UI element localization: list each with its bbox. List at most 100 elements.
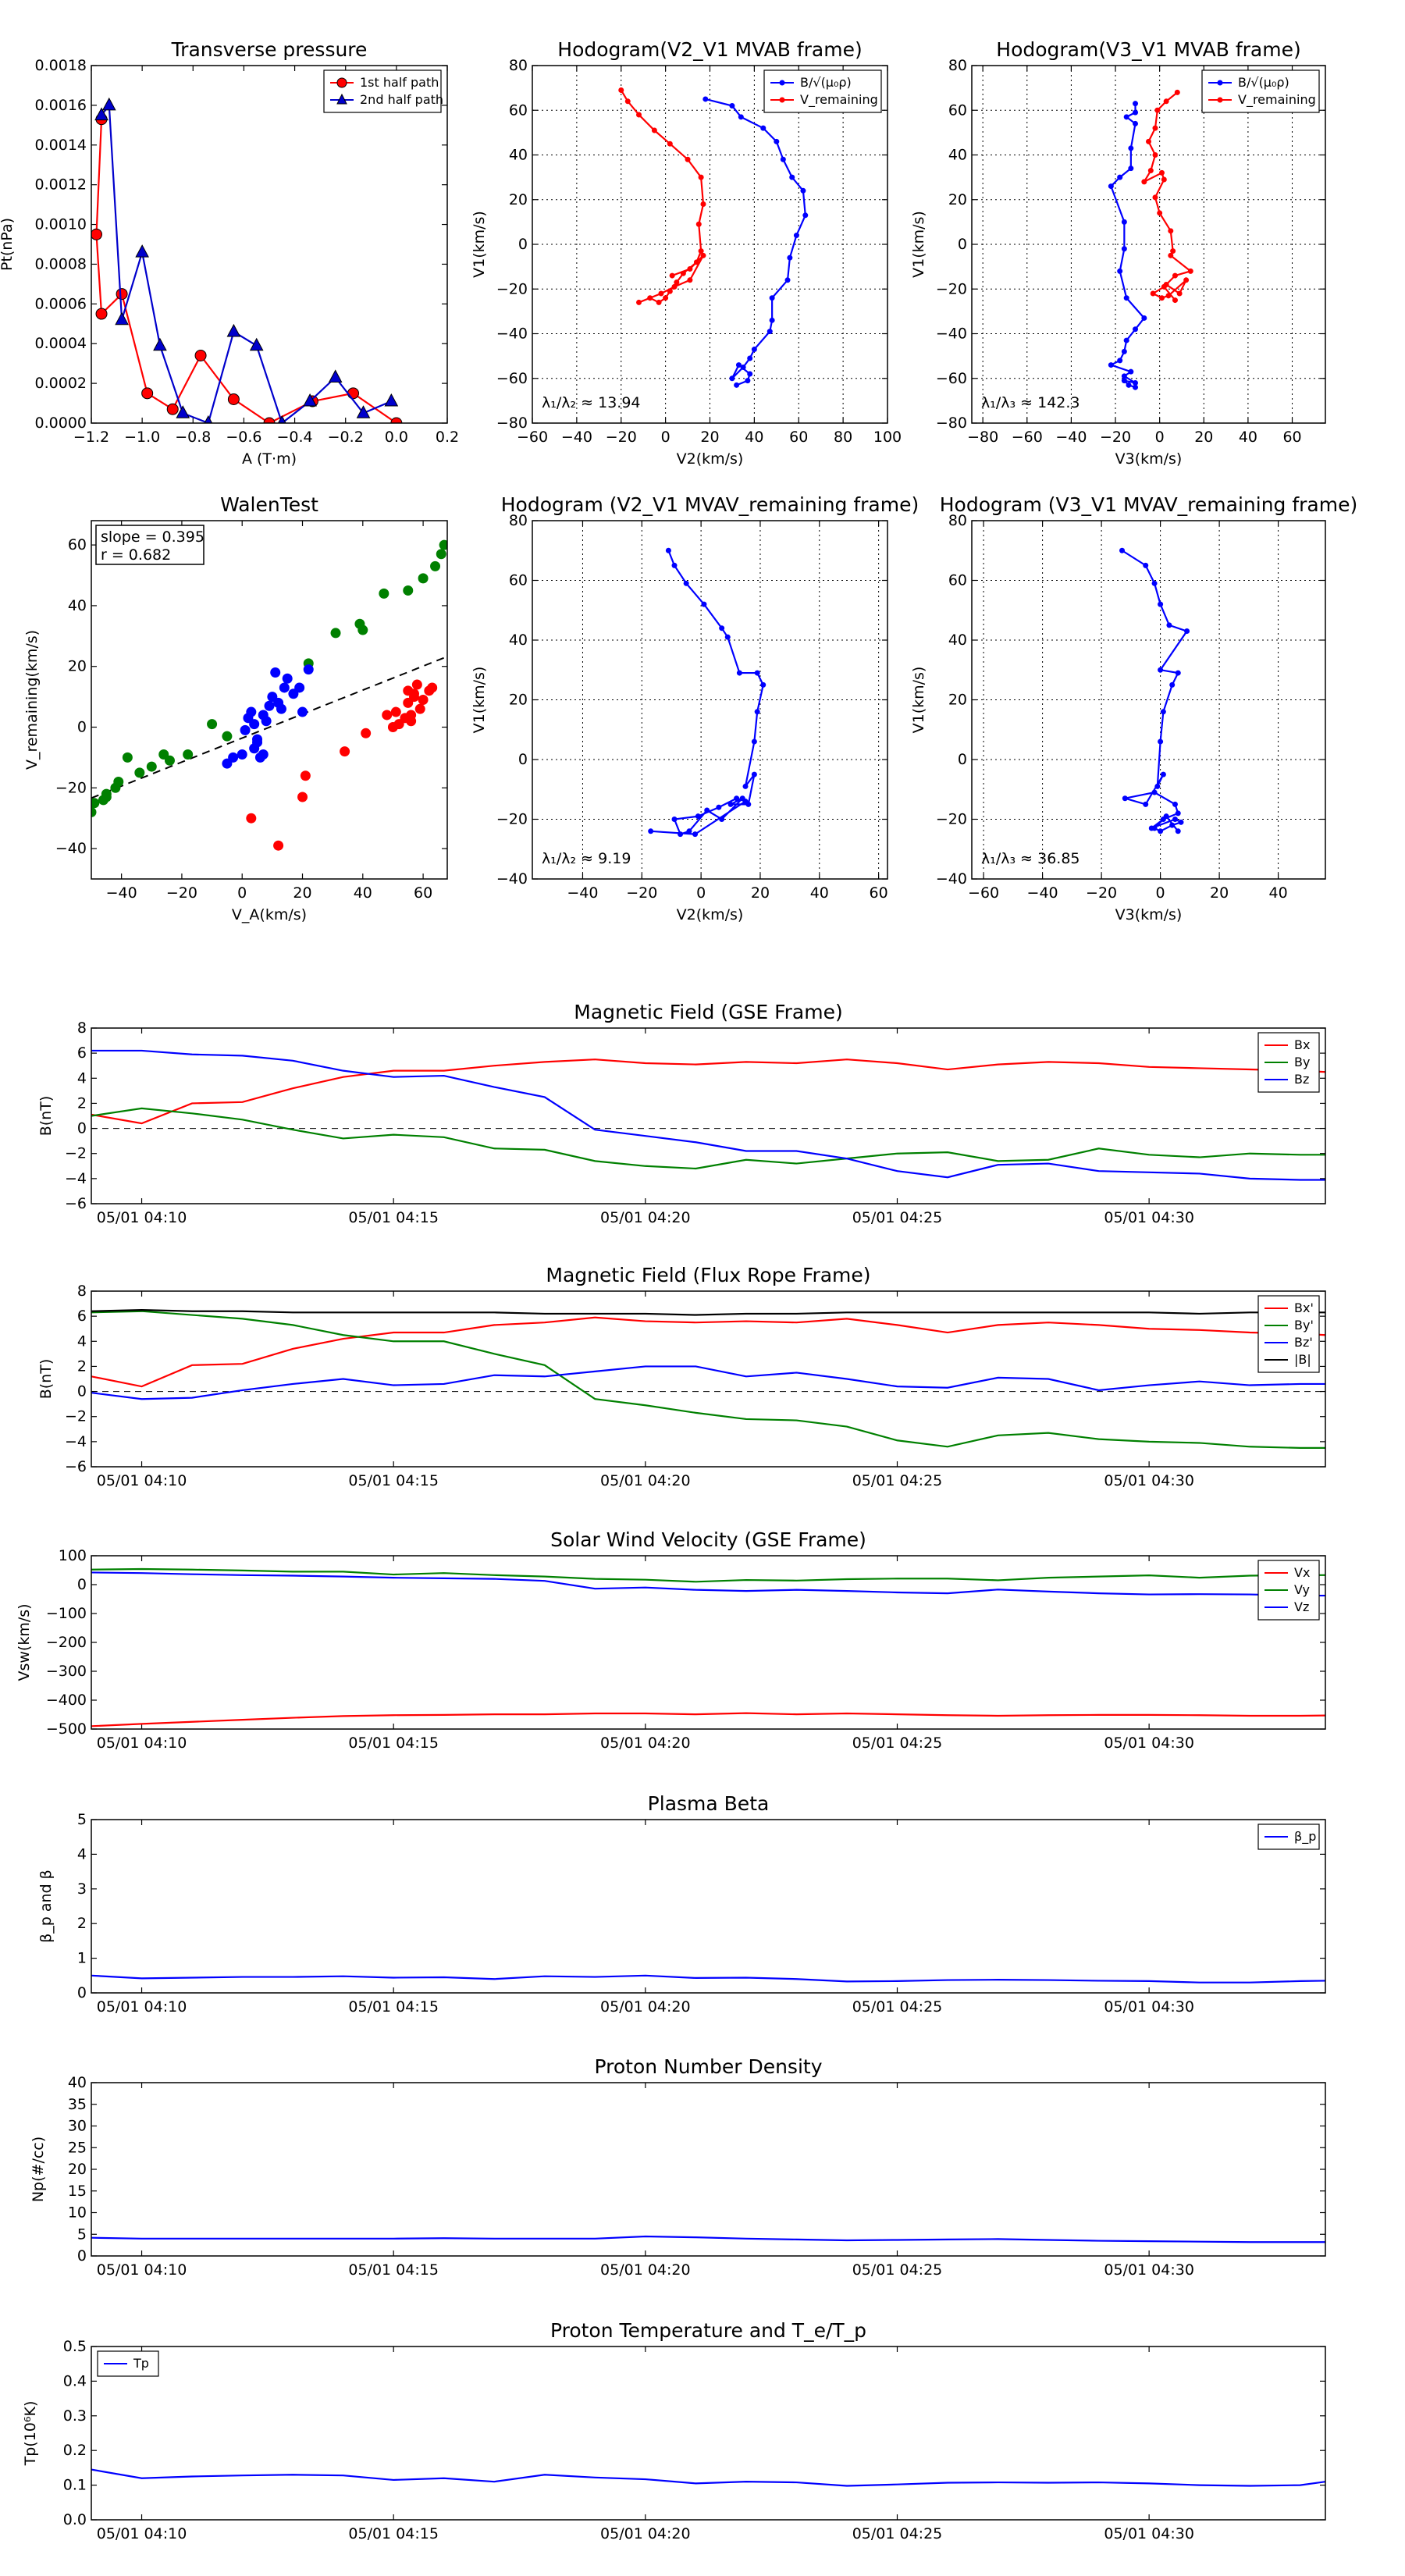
data-point xyxy=(683,580,689,586)
data-point xyxy=(94,107,108,121)
data-point xyxy=(134,767,145,778)
x-tick-label: −60 xyxy=(968,884,999,902)
x-axis-label: V2(km/s) xyxy=(677,450,744,468)
x-tick-label: 05/01 04:20 xyxy=(600,1472,691,1489)
legend: B/√(μ₀ρ) V_remaining xyxy=(763,69,882,113)
series-1 xyxy=(1119,547,1190,834)
y-tick-label: 0.0 xyxy=(63,2511,87,2528)
data-point xyxy=(747,371,753,377)
y-axis-label: Vsw(km/s) xyxy=(16,1603,33,1681)
data-point xyxy=(436,549,446,560)
data-point xyxy=(430,560,441,571)
y-tick-label: 0 xyxy=(518,751,528,768)
x-tick-label: −0.8 xyxy=(175,429,211,446)
x-tick-label: −40 xyxy=(1027,884,1058,902)
series-v-remaining xyxy=(618,87,706,305)
y-tick-label: −80 xyxy=(936,415,967,432)
x-tick-label: 60 xyxy=(870,884,888,902)
data-point xyxy=(736,670,742,676)
data-point xyxy=(704,807,710,813)
data-point xyxy=(1176,290,1183,297)
data-point xyxy=(693,259,699,265)
x-tick-label: 05/01 04:15 xyxy=(348,1998,439,2016)
axes-frame xyxy=(91,520,448,880)
data-point xyxy=(141,387,154,400)
data-point xyxy=(1172,297,1178,304)
y-tick-label: 0 xyxy=(77,2247,87,2265)
data-point xyxy=(774,138,780,144)
data-point xyxy=(686,828,692,834)
eigenvalue-ratio-label: λ₁/λ₂ ≈ 13.94 xyxy=(542,394,641,411)
y-tick-label: −40 xyxy=(496,326,528,343)
x-tick-label: 05/01 04:30 xyxy=(1104,2261,1194,2279)
data-point xyxy=(115,311,129,326)
data-point xyxy=(1158,828,1164,834)
legend-marker xyxy=(1217,97,1223,103)
data-point xyxy=(665,547,671,553)
legend-label: |B| xyxy=(1294,1352,1311,1367)
data-point xyxy=(698,174,704,180)
legend-label: By xyxy=(1294,1055,1310,1069)
y-tick-label: 20 xyxy=(509,692,528,709)
data-point xyxy=(742,799,749,805)
series--b- xyxy=(91,1309,1325,1316)
y-tick-label: −40 xyxy=(55,840,87,857)
x-tick-label: −40 xyxy=(1055,429,1087,446)
data-point xyxy=(751,771,757,777)
x-tick-label: 0.2 xyxy=(436,429,459,446)
data-point xyxy=(738,114,744,120)
y-tick-label: 25 xyxy=(68,2139,87,2156)
data-point xyxy=(1128,145,1134,151)
data-point xyxy=(1175,810,1181,817)
data-point xyxy=(1165,293,1172,299)
x-tick-label: 0 xyxy=(237,884,247,902)
data-point xyxy=(701,601,707,607)
y-tick-label: −20 xyxy=(496,280,528,297)
plot-area xyxy=(91,1049,1325,1181)
series-line xyxy=(1108,103,1146,389)
x-tick-label: 05/01 04:25 xyxy=(852,1998,943,2016)
data-point xyxy=(1123,337,1129,343)
data-point xyxy=(1172,272,1178,279)
series-line xyxy=(91,2468,1325,2487)
chart-panel-9: 05/01 04:10 05/01 04:15 05/01 04:20 05/01 0… xyxy=(16,1528,1326,1752)
data-point xyxy=(769,317,775,323)
data-point xyxy=(1169,822,1176,828)
x-tick-label: 05/01 04:15 xyxy=(348,2261,439,2279)
legend-frame xyxy=(323,69,442,113)
data-point xyxy=(427,682,438,693)
legend-label: 1st half path xyxy=(360,75,439,90)
data-point xyxy=(1108,362,1114,368)
data-point xyxy=(1133,379,1139,386)
data-point xyxy=(1133,101,1139,107)
x-tick-label: 05/01 04:20 xyxy=(600,2261,691,2279)
fit-stats-line: slope = 0.395 xyxy=(101,528,205,546)
data-point xyxy=(1160,771,1166,777)
plot-area xyxy=(91,2468,1325,2487)
data-point xyxy=(692,831,699,838)
data-point xyxy=(1158,169,1165,176)
y-tick-label: −4 xyxy=(65,1170,87,1187)
series-by xyxy=(91,1107,1325,1170)
data-point xyxy=(91,228,103,240)
data-point xyxy=(1161,283,1167,290)
x-tick-label: 60 xyxy=(1282,429,1301,446)
legend-label: B/√(μ₀ρ) xyxy=(1238,75,1289,90)
series-b- xyxy=(702,96,809,388)
y-tick-label: 100 xyxy=(59,1547,87,1564)
y-tick-label: 0.0010 xyxy=(35,216,87,233)
data-point xyxy=(1154,107,1161,113)
data-point xyxy=(789,174,795,180)
data-point xyxy=(1147,168,1154,174)
legend-label: Vz xyxy=(1294,1599,1309,1614)
data-point xyxy=(1121,219,1127,225)
data-point xyxy=(237,749,247,760)
data-point xyxy=(249,719,260,730)
x-tick-label: 05/01 04:30 xyxy=(1104,1209,1194,1226)
data-point xyxy=(153,337,167,351)
data-point xyxy=(1161,176,1167,183)
plot-area xyxy=(91,97,403,423)
y-tick-label: 8 xyxy=(77,1283,87,1300)
data-point xyxy=(246,706,257,717)
